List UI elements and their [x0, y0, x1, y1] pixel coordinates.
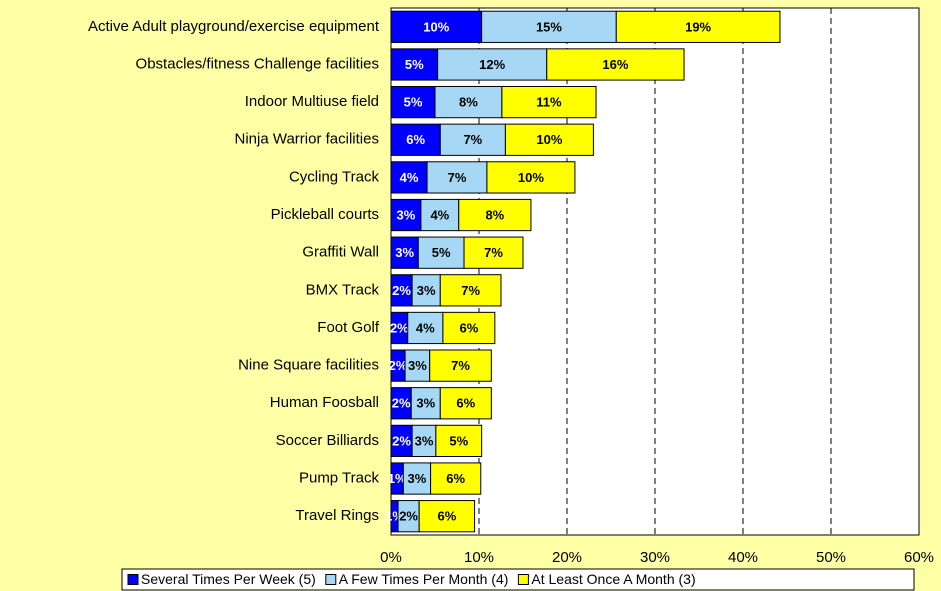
- value-label: 3%: [395, 245, 414, 260]
- value-label: 2%: [390, 320, 409, 335]
- bar-segment: [390, 123, 441, 156]
- value-label: 2%: [392, 283, 411, 298]
- value-label: 2%: [399, 509, 418, 524]
- bar-segment: [439, 387, 492, 420]
- value-label: 6%: [446, 471, 465, 486]
- value-label: 4%: [400, 170, 419, 185]
- bar-segment: [426, 161, 488, 194]
- bar-segment: [439, 274, 502, 307]
- value-label: 3%: [397, 207, 416, 222]
- value-label: 6%: [406, 132, 425, 147]
- bar-segment: [390, 10, 483, 43]
- x-tick-label: 40%: [728, 549, 758, 566]
- value-label: 4%: [416, 320, 435, 335]
- x-tick-label: 10%: [464, 549, 494, 566]
- value-label: 3%: [415, 433, 434, 448]
- value-label: 5%: [404, 95, 423, 110]
- bar-segment: [437, 48, 548, 81]
- value-label: 10%: [518, 170, 544, 185]
- bar-segment: [463, 236, 524, 269]
- bar-segment: [430, 462, 482, 495]
- bar-segment: [439, 123, 506, 156]
- category-label: Soccer Billiards: [276, 432, 379, 449]
- category-label: Cycling Track: [289, 168, 380, 185]
- x-tick-label: 30%: [640, 549, 670, 566]
- value-label: 5%: [449, 433, 468, 448]
- category-label: BMX Track: [306, 281, 380, 298]
- bar-segment: [420, 198, 460, 232]
- value-label: 7%: [461, 283, 480, 298]
- value-label: 1%: [388, 471, 407, 486]
- value-label: 7%: [448, 170, 467, 185]
- bar-segment: [410, 387, 441, 420]
- category-label: Pickleball courts: [271, 206, 379, 223]
- category-label: Pump Track: [299, 470, 380, 487]
- value-label: 8%: [485, 207, 504, 222]
- category-label: Graffiti Wall: [302, 244, 379, 261]
- legend-swatch: [325, 574, 337, 585]
- legend-swatch: [517, 574, 529, 585]
- x-tick-label: 20%: [552, 549, 582, 566]
- bar-segment: [486, 161, 576, 194]
- value-label: 3%: [416, 396, 435, 411]
- value-label: 19%: [685, 19, 711, 34]
- bar-segment: [402, 462, 432, 495]
- category-label: Obstacles/fitness Challenge facilities: [136, 55, 379, 72]
- value-label: 6%: [437, 509, 456, 524]
- bar-segment: [418, 500, 476, 533]
- bar-segment: [434, 85, 503, 119]
- value-label: 2%: [389, 358, 408, 373]
- value-label: 2%: [392, 396, 411, 411]
- bar-segment: [390, 161, 428, 194]
- value-label: 3%: [408, 471, 427, 486]
- value-label: 3%: [417, 283, 436, 298]
- value-label: 2%: [392, 433, 411, 448]
- value-label: 6%: [459, 320, 478, 335]
- value-label: 16%: [602, 57, 628, 72]
- bar-segment: [458, 198, 532, 232]
- value-label: 8%: [459, 95, 478, 110]
- bar-segment: [390, 48, 439, 81]
- value-label: 10%: [423, 19, 449, 34]
- category-label: Travel Rings: [295, 507, 379, 524]
- value-label: 15%: [536, 19, 562, 34]
- bar-segment: [429, 349, 492, 382]
- category-label: Active Adult playground/exercise equipme…: [88, 18, 380, 35]
- x-tick-label: 60%: [904, 549, 934, 566]
- value-label: 7%: [463, 132, 482, 147]
- value-label: 3%: [408, 358, 427, 373]
- value-label: 7%: [484, 245, 503, 260]
- bar-segment: [407, 311, 444, 345]
- bar-segment: [411, 274, 441, 307]
- legend-label: Several Times Per Week (5): [141, 571, 316, 587]
- value-label: 5%: [432, 245, 451, 260]
- x-tick-label: 0%: [380, 549, 402, 566]
- bar-segment: [435, 424, 483, 458]
- legend-swatch: [127, 574, 139, 585]
- value-label: 11%: [536, 95, 562, 110]
- category-label: Nine Square facilities: [238, 357, 379, 374]
- bar-segment: [501, 85, 597, 119]
- value-label: 6%: [456, 396, 475, 411]
- legend-label: A Few Times Per Month (4): [339, 571, 509, 587]
- bar-segment: [504, 123, 594, 156]
- category-label: Indoor Multiuse field: [245, 93, 379, 110]
- category-label: Human Foosball: [270, 394, 379, 411]
- x-tick-label: 50%: [816, 549, 846, 566]
- value-label: 12%: [479, 57, 505, 72]
- bar-segment: [615, 10, 781, 43]
- category-label: Foot Golf: [317, 319, 380, 336]
- value-label: 5%: [405, 57, 424, 72]
- category-label: Ninja Warrior facilities: [235, 131, 379, 148]
- bar-segment: [546, 48, 685, 81]
- bar-segment: [390, 85, 436, 119]
- value-label: 7%: [451, 358, 470, 373]
- value-label: 10%: [536, 132, 562, 147]
- bar-segment: [442, 311, 496, 345]
- value-label: 4%: [430, 207, 449, 222]
- legend-label: At Least Once A Month (3): [531, 571, 695, 587]
